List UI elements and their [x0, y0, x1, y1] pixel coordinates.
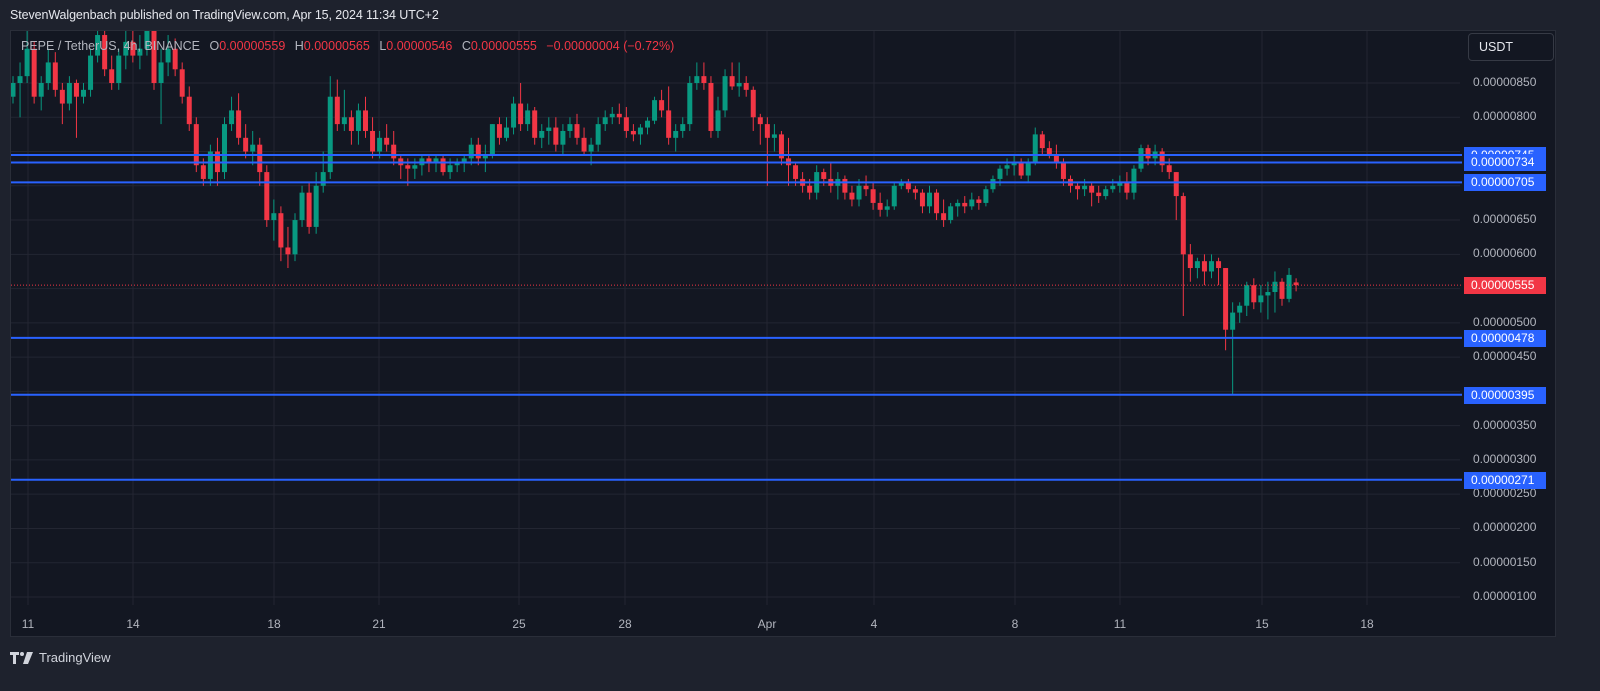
close-label: C — [461, 39, 471, 53]
price-tick: 0.00000450 — [1473, 349, 1537, 364]
time-tick: Apr — [757, 617, 777, 631]
time-tick: 8 — [1011, 617, 1019, 631]
time-tick: 18 — [1360, 617, 1374, 631]
time-tick: 18 — [267, 617, 281, 631]
high-label: H — [294, 39, 304, 53]
price-level-tag: 0.00000705 — [1464, 174, 1546, 192]
symbol-label: PEPE / TetherUS, 4h, BINANCE — [21, 39, 201, 53]
price-tick: 0.00000350 — [1473, 417, 1537, 432]
tradingview-brand[interactable]: TradingView — [10, 650, 111, 665]
price-tick: 0.00000650 — [1473, 212, 1537, 227]
open-value: 0.00000559 — [219, 39, 286, 53]
price-level-tag: 0.00000271 — [1464, 471, 1546, 489]
open-label: O — [209, 39, 220, 53]
close-value: 0.00000555 — [470, 39, 537, 53]
chart-frame[interactable] — [10, 30, 1556, 637]
time-tick: 15 — [1255, 617, 1269, 631]
last-price-tag: 0.00000555 — [1464, 277, 1546, 295]
time-tick: 11 — [1113, 617, 1127, 631]
candles — [11, 31, 1299, 395]
price-tick: 0.00000300 — [1473, 451, 1537, 466]
low-label: L — [379, 39, 387, 53]
brand-label: TradingView — [39, 650, 111, 665]
price-tick: 0.00000600 — [1473, 246, 1537, 261]
price-tick: 0.00000850 — [1473, 75, 1537, 89]
price-tick: 0.00000250 — [1473, 486, 1537, 501]
time-tick: 4 — [870, 617, 878, 631]
time-tick: 11 — [21, 617, 35, 631]
time-tick: 21 — [372, 617, 386, 631]
price-tick: 0.00000800 — [1473, 109, 1537, 124]
time-tick: 28 — [618, 617, 632, 631]
price-level-tag: 0.00000395 — [1464, 386, 1546, 404]
time-tick: 14 — [126, 617, 140, 631]
price-level-tag: 0.00000478 — [1464, 329, 1546, 347]
price-tick: 0.00000100 — [1473, 588, 1537, 603]
price-tick: 0.00000500 — [1473, 314, 1537, 329]
price-tick: 0.00000150 — [1473, 554, 1537, 569]
high-value: 0.00000565 — [303, 39, 370, 53]
time-tick: 25 — [512, 617, 526, 631]
price-level-tag: 0.00000734 — [1464, 154, 1546, 172]
currency-button[interactable]: USDT — [1468, 33, 1554, 61]
low-value: 0.00000546 — [386, 39, 453, 53]
price-tick: 0.00000200 — [1473, 520, 1537, 535]
change-value: −0.00000004 (−0.72%) — [546, 39, 675, 53]
tradingview-logo-icon — [10, 651, 33, 664]
published-header: StevenWalgenbach published on TradingVie… — [10, 8, 439, 22]
symbol-legend: PEPE / TetherUS, 4h, BINANCE O0.00000559… — [21, 39, 674, 53]
